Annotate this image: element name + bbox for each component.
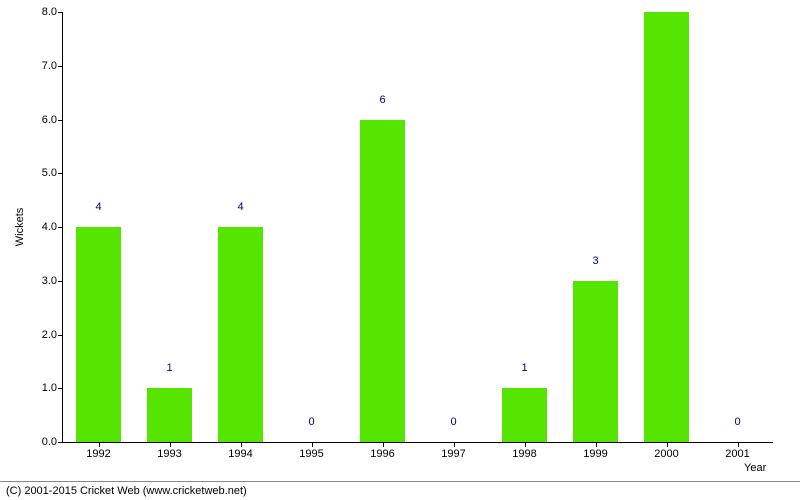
bar-value-label: 1 [521, 362, 527, 374]
y-tick-label: 5.0 [42, 167, 63, 179]
bar-value-label: 1 [166, 362, 172, 374]
bar [218, 227, 262, 442]
x-tick-label: 2001 [725, 442, 749, 460]
y-tick-label: 2.0 [42, 329, 63, 341]
x-tick-label: 1993 [157, 442, 181, 460]
bar [76, 227, 120, 442]
bar-value-label: 4 [237, 201, 243, 213]
bar [573, 281, 617, 442]
bar [644, 12, 688, 442]
x-tick-label: 1995 [299, 442, 323, 460]
bar-value-label: 6 [379, 94, 385, 106]
y-tick-label: 4.0 [42, 221, 63, 233]
bar-value-label: 3 [592, 255, 598, 267]
bar-value-label: 4 [95, 201, 101, 213]
y-tick-label: 8.0 [42, 6, 63, 18]
bar [147, 388, 191, 442]
x-tick-label: 1996 [370, 442, 394, 460]
x-tick-label: 1992 [86, 442, 110, 460]
y-tick-label: 3.0 [42, 275, 63, 287]
y-tick-label: 1.0 [42, 382, 63, 394]
x-tick-label: 1997 [441, 442, 465, 460]
x-tick-label: 1999 [583, 442, 607, 460]
x-tick-label: 1998 [512, 442, 536, 460]
x-axis-title: Year [744, 462, 766, 474]
y-tick-label: 0.0 [42, 436, 63, 448]
bar-value-label: 0 [450, 416, 456, 428]
y-tick-label: 7.0 [42, 60, 63, 72]
bar [502, 388, 546, 442]
plot-area: 0.01.02.03.04.05.06.07.08.01992419931199… [62, 12, 773, 443]
x-tick-label: 2000 [654, 442, 678, 460]
bar-value-label: 0 [308, 416, 314, 428]
y-axis-title: Wickets [14, 208, 26, 247]
y-tick-label: 6.0 [42, 114, 63, 126]
bar [360, 120, 404, 443]
bar-value-label: 0 [734, 416, 740, 428]
chart-container: 0.0 1.0 2.0 3.0 4.0 5.0 6.0 7.0 8.0 1992 4 1993 1 199… [0, 0, 800, 500]
footer-copyright: (C) 2001-2015 Cricket Web (www.cricketwe… [0, 481, 800, 500]
x-tick-label: 1994 [228, 442, 252, 460]
